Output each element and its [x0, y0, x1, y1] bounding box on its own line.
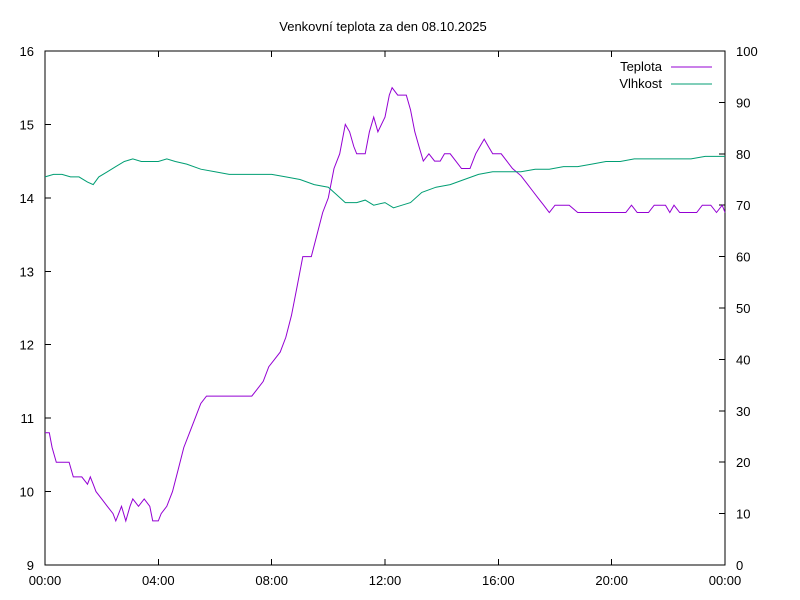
- legend-label-teplota: Teplota: [620, 59, 663, 74]
- y-right-tick-label: 20: [736, 455, 750, 470]
- y-right-tick-label: 80: [736, 147, 750, 162]
- chart-title: Venkovní teplota za den 08.10.2025: [279, 19, 486, 34]
- y-right-tick-label: 10: [736, 507, 750, 522]
- y-left-tick-label: 11: [21, 411, 35, 426]
- y-right-tick-label: 90: [736, 95, 750, 110]
- x-tick-label: 00:00: [709, 573, 742, 588]
- y-right-tick-label: 40: [736, 352, 750, 367]
- axes: 00:00 04:00 08:00 12:00 16:00 20:00 00:0091011…: [20, 44, 758, 588]
- legend: Teplota Vlhkost: [619, 59, 712, 91]
- x-tick-label: 20:00: [595, 573, 628, 588]
- x-tick-label: 08:00: [255, 573, 288, 588]
- y-left-tick-label: 13: [20, 264, 34, 279]
- x-tick-label: 16:00: [482, 573, 515, 588]
- y-left-tick-label: 16: [20, 44, 34, 59]
- y-left-tick-label: 10: [20, 485, 34, 500]
- y-left-tick-label: 14: [20, 191, 34, 206]
- y-right-tick-label: 100: [736, 44, 758, 59]
- y-right-tick-label: 50: [736, 301, 750, 316]
- y-right-tick-label: 30: [736, 404, 750, 419]
- x-tick-label: 00:00: [29, 573, 62, 588]
- series-line-vlhkost: [44, 155, 725, 209]
- y-right-tick-label: 0: [736, 558, 743, 573]
- series-line-teplota: [45, 86, 726, 523]
- legend-label-vlhkost: Vlhkost: [619, 76, 662, 91]
- y-right-tick-label: 70: [736, 198, 750, 213]
- y-left-tick-label: 12: [20, 338, 34, 353]
- series-lines: [44, 86, 726, 523]
- plot-frame: [44, 50, 726, 566]
- x-tick-label: 12:00: [369, 573, 402, 588]
- x-tick-label: 04:00: [142, 573, 175, 588]
- y-left-tick-label: 9: [27, 558, 34, 573]
- y-right-tick-label: 60: [736, 250, 750, 265]
- y-left-tick-label: 15: [20, 117, 34, 132]
